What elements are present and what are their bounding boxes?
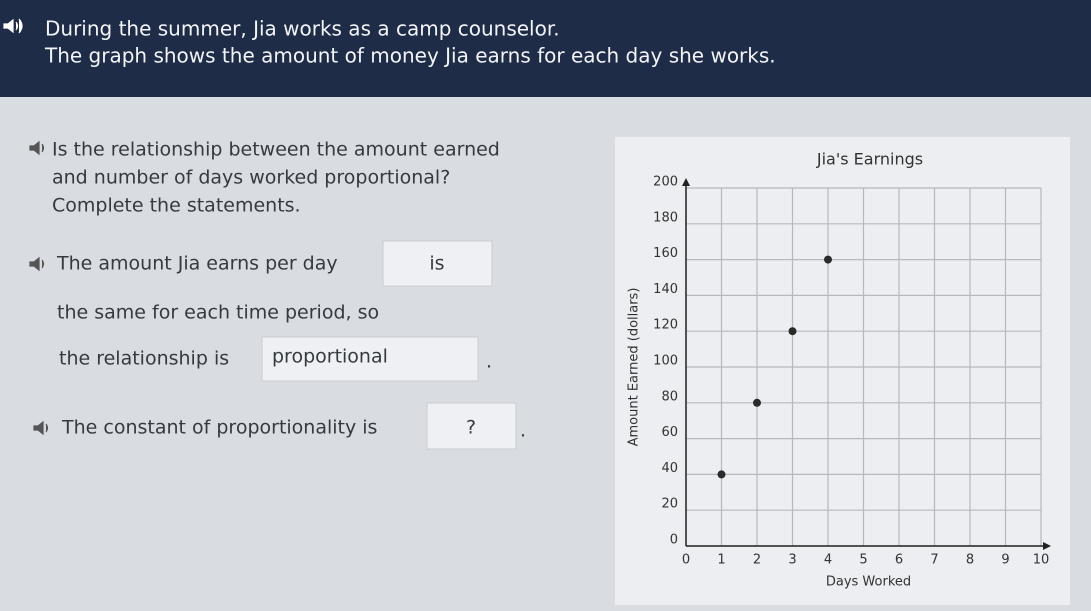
x-tick-label: 10	[1033, 553, 1050, 568]
header-text: The graph shows the amount of money Jia …	[44, 44, 776, 68]
x-tick-label: 2	[753, 553, 761, 568]
data-point	[824, 255, 832, 264]
chart-panel	[615, 137, 1070, 605]
x-tick-label: 4	[824, 553, 832, 568]
x-tick-label: 3	[788, 553, 796, 568]
chart-title: Jia's Earnings	[816, 150, 923, 169]
question-text: Complete the statements.	[52, 195, 301, 217]
x-tick-label: 8	[966, 553, 974, 568]
x-tick-label: 6	[895, 553, 903, 568]
y-tick-label: 200	[653, 175, 678, 190]
y-axis-label: Amount Earned (dollars)	[627, 288, 642, 447]
x-tick-label: 1	[717, 553, 725, 568]
x-tick-label: 0	[682, 553, 690, 568]
statement-text: the relationship is	[59, 348, 229, 370]
y-tick-label: 160	[653, 246, 678, 261]
y-tick-label: 180	[653, 210, 678, 225]
x-tick-label: 7	[930, 553, 938, 568]
header-text: During the summer, Jia works as a camp c…	[45, 17, 560, 41]
x-axis-label: Days Worked	[826, 575, 911, 590]
x-axis-arrow	[1043, 542, 1051, 550]
speaker-icon[interactable]	[3, 18, 23, 34]
statement-text: The amount Jia earns per day	[56, 253, 338, 275]
answer-text: is	[429, 253, 444, 275]
y-tick-label: 100	[653, 354, 678, 369]
y-tick-label: 20	[661, 497, 678, 512]
answer-box[interactable]	[426, 402, 517, 450]
question-text: Is the relationship between the amount e…	[52, 139, 500, 161]
punctuation: .	[520, 420, 526, 442]
y-tick-label: 40	[661, 461, 678, 476]
data-point	[753, 398, 761, 407]
y-tick-label: 0	[670, 533, 678, 548]
x-tick-label: 9	[1001, 553, 1009, 568]
answer-box[interactable]	[261, 336, 479, 382]
header-bar	[0, 0, 1091, 97]
y-tick-label: 80	[661, 389, 678, 404]
y-tick-label: 60	[661, 425, 678, 440]
speaker-icon[interactable]	[29, 256, 45, 272]
y-tick-label: 140	[653, 282, 678, 297]
chart: Jia's Earnings02040608010012014016018020…	[627, 150, 1051, 590]
statement-text: the same for each time period, so	[57, 302, 379, 324]
y-axis-arrow	[682, 178, 690, 186]
punctuation: .	[486, 351, 492, 373]
question-text: and number of days worked proportional?	[52, 167, 450, 189]
y-tick-label: 120	[653, 318, 678, 333]
data-point	[788, 327, 797, 336]
speaker-icon[interactable]	[29, 140, 45, 156]
answer-text: ?	[466, 417, 476, 439]
data-point	[717, 470, 726, 479]
answer-text: proportional	[272, 346, 388, 368]
statement-text: The constant of proportionality is	[61, 417, 377, 439]
speaker-icon[interactable]	[33, 420, 49, 436]
x-tick-label: 5	[859, 553, 867, 568]
answer-box[interactable]	[382, 240, 493, 287]
